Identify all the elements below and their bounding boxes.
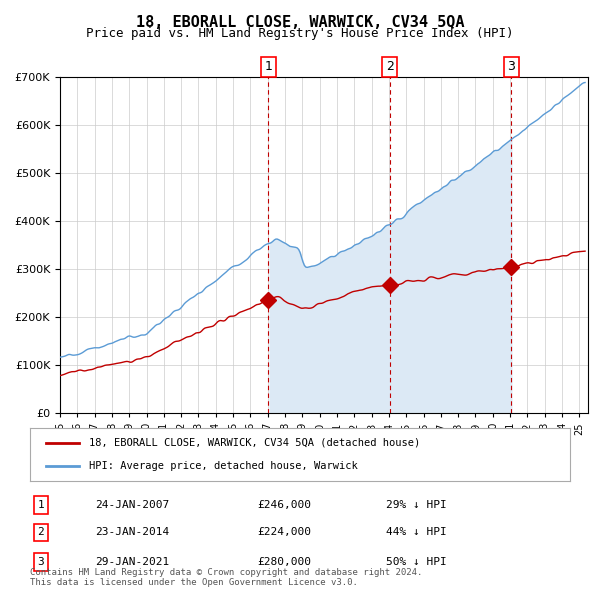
Text: £280,000: £280,000	[257, 557, 311, 567]
Text: 29% ↓ HPI: 29% ↓ HPI	[386, 500, 447, 510]
Text: 44% ↓ HPI: 44% ↓ HPI	[386, 527, 447, 537]
Text: Contains HM Land Registry data © Crown copyright and database right 2024.
This d: Contains HM Land Registry data © Crown c…	[30, 568, 422, 587]
Text: 1: 1	[265, 60, 272, 73]
Text: Price paid vs. HM Land Registry's House Price Index (HPI): Price paid vs. HM Land Registry's House …	[86, 27, 514, 40]
Text: 18, EBORALL CLOSE, WARWICK, CV34 5QA: 18, EBORALL CLOSE, WARWICK, CV34 5QA	[136, 15, 464, 30]
Text: 24-JAN-2007: 24-JAN-2007	[95, 500, 169, 510]
Text: 50% ↓ HPI: 50% ↓ HPI	[386, 557, 447, 567]
Text: HPI: Average price, detached house, Warwick: HPI: Average price, detached house, Warw…	[89, 461, 358, 471]
Text: 3: 3	[508, 60, 515, 73]
Text: 1: 1	[37, 500, 44, 510]
Text: 2: 2	[37, 527, 44, 537]
Text: 2: 2	[386, 60, 394, 73]
Text: 18, EBORALL CLOSE, WARWICK, CV34 5QA (detached house): 18, EBORALL CLOSE, WARWICK, CV34 5QA (de…	[89, 438, 421, 448]
Text: 3: 3	[37, 557, 44, 567]
Text: 23-JAN-2014: 23-JAN-2014	[95, 527, 169, 537]
Text: £246,000: £246,000	[257, 500, 311, 510]
Text: 29-JAN-2021: 29-JAN-2021	[95, 557, 169, 567]
Text: £224,000: £224,000	[257, 527, 311, 537]
